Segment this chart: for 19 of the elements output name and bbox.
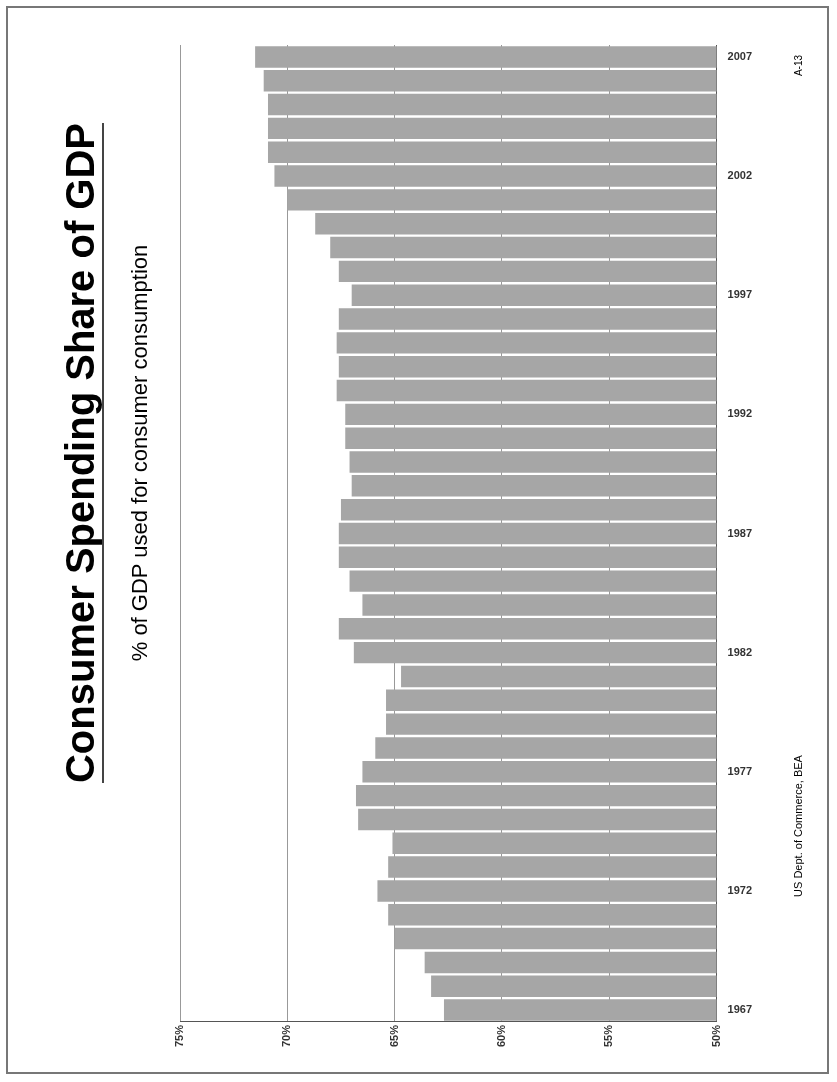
y-tick-label: 1972 xyxy=(727,883,753,896)
text: US Dept. of Commerce, BEA xyxy=(792,754,804,899)
text: A-13 xyxy=(792,53,804,79)
y-tick-label: 1967 xyxy=(727,1003,753,1016)
y-tick-label: 2007 xyxy=(727,49,753,62)
x-tick-label: 50% xyxy=(709,1024,722,1048)
x-tick-label: 70% xyxy=(280,1024,293,1048)
y-tick-label: 1977 xyxy=(727,764,753,777)
y-tick-label: 1997 xyxy=(727,288,753,301)
x-tick-label: 55% xyxy=(602,1024,615,1048)
y-tick-label: 1982 xyxy=(727,645,753,658)
x-tick-label: 60% xyxy=(494,1024,507,1048)
x-tick-label: 65% xyxy=(387,1024,400,1048)
y-tick-label: 2002 xyxy=(727,169,753,182)
y-tick-label: 1987 xyxy=(727,526,753,539)
text: % of GDP used for consumer consumption xyxy=(127,243,153,664)
x-tick-label: 75% xyxy=(173,1024,186,1048)
y-tick-label: 1992 xyxy=(727,407,753,420)
text: Consumer Spending Share of GDP xyxy=(58,122,104,784)
